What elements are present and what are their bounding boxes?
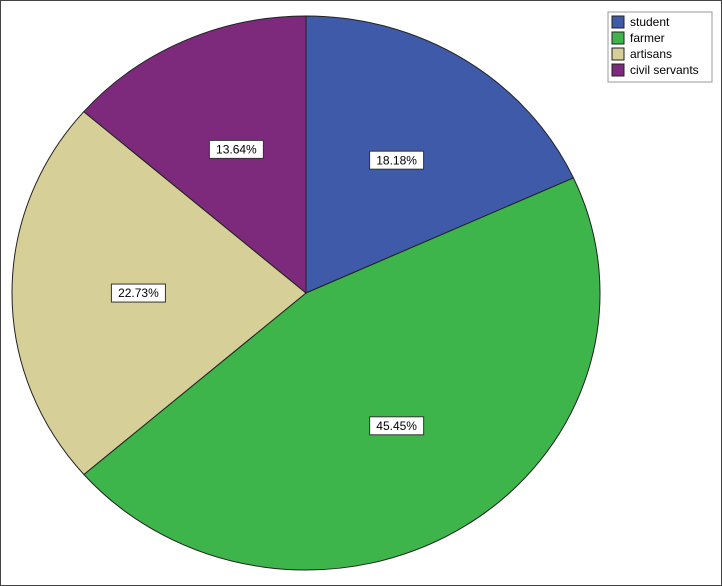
data-label: 18.18%: [376, 153, 417, 167]
pie-slice: [305, 15, 575, 294]
data-label-box: [110, 283, 166, 303]
data-label: 13.64%: [216, 143, 257, 157]
data-label: 45.45%: [376, 419, 417, 433]
data-label-box: [208, 139, 264, 159]
legend-swatch: [611, 63, 625, 77]
legend-label: farmer: [630, 31, 665, 45]
legend-label: civil servants: [630, 63, 699, 77]
data-label-box: [369, 416, 425, 436]
data-label: 22.73%: [118, 286, 159, 300]
data-label-box: [369, 150, 425, 170]
legend-label: student: [630, 15, 670, 29]
legend-swatch: [611, 31, 625, 45]
pie-slice: [83, 177, 601, 571]
legend-box: [607, 11, 713, 83]
legend-label: artisans: [630, 47, 672, 61]
legend-swatch: [611, 47, 625, 61]
pie-slice: [83, 15, 307, 295]
legend-swatch: [611, 15, 625, 29]
